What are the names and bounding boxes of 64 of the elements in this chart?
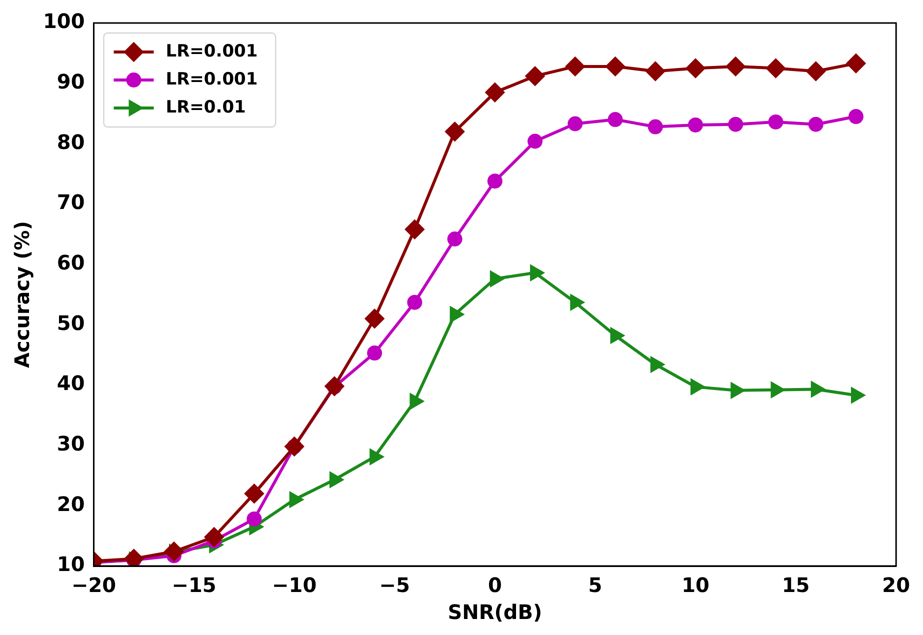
y-tick-label: 100: [43, 9, 85, 34]
point: [485, 82, 504, 102]
point: [726, 56, 746, 76]
point: [407, 294, 422, 310]
point: [648, 119, 663, 134]
point: [367, 346, 382, 361]
point: [846, 54, 866, 73]
point: [686, 58, 705, 78]
y-tick-label: 40: [56, 371, 85, 396]
point: [244, 484, 264, 504]
point: [490, 271, 504, 286]
point: [447, 231, 462, 246]
y-tick-label: 50: [56, 310, 85, 335]
point: [566, 56, 585, 76]
point: [850, 388, 864, 403]
point: [450, 306, 464, 322]
point: [608, 112, 623, 128]
point: [164, 542, 184, 562]
point: [650, 356, 664, 372]
x-axis-title: SNR(dB): [448, 600, 542, 624]
point: [688, 117, 703, 132]
point: [324, 376, 344, 396]
point: [768, 114, 784, 130]
point: [568, 116, 583, 132]
point: [770, 382, 784, 398]
point: [124, 549, 144, 566]
point: [810, 382, 824, 397]
legend-label: LR=0.01: [166, 97, 246, 118]
point: [445, 122, 464, 142]
point: [610, 328, 624, 344]
x-tick-label: 0: [488, 573, 502, 598]
point: [246, 511, 262, 526]
y-tick-label: 90: [56, 70, 85, 94]
point: [204, 528, 224, 547]
x-tick-label: 10: [682, 573, 710, 598]
x-tick-label: −10: [272, 573, 317, 598]
point: [365, 309, 384, 328]
y-axis-title: Accuracy (%): [10, 221, 34, 368]
point: [728, 116, 744, 132]
legend-label: LR=0.001: [166, 69, 258, 90]
point: [606, 56, 625, 76]
x-tick-label: 5: [588, 573, 602, 598]
point: [526, 66, 545, 86]
x-tick-label: −5: [379, 573, 410, 598]
point: [808, 116, 824, 132]
point: [730, 382, 744, 398]
y-tick-label: 20: [56, 492, 85, 516]
point: [848, 109, 864, 124]
y-tick-label: 80: [56, 130, 85, 154]
y-tick-label: 70: [56, 190, 85, 214]
point: [766, 58, 786, 78]
point: [487, 174, 502, 189]
x-tick-label: 15: [782, 573, 810, 598]
legend-label: LR=0.001: [166, 41, 258, 62]
point: [806, 62, 826, 81]
y-tick-label: 30: [56, 432, 85, 456]
point: [405, 220, 424, 239]
x-tick-label: 20: [882, 573, 910, 598]
point: [690, 379, 704, 394]
x-tick-label: −15: [172, 573, 216, 598]
point: [329, 472, 343, 488]
point: [528, 134, 543, 149]
y-tick-label: 60: [56, 250, 85, 275]
point: [646, 62, 665, 81]
